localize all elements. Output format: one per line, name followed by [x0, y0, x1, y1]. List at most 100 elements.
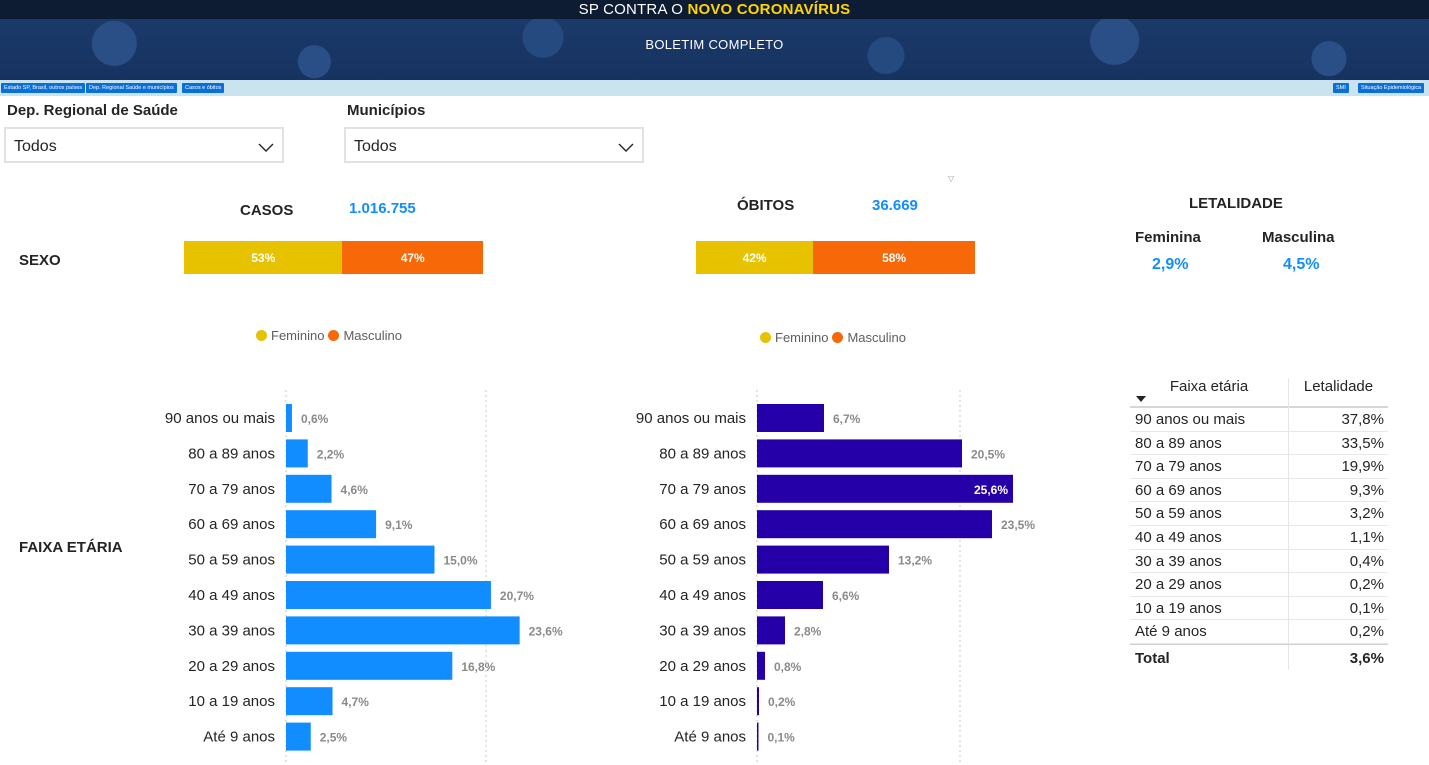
table-header: Faixa etária Letalidade	[1130, 372, 1388, 408]
legend-label-masculino: Masculino	[847, 330, 906, 345]
column-divider	[1288, 573, 1289, 596]
bar[interactable]	[757, 404, 824, 432]
column-divider	[1288, 431, 1289, 455]
bar[interactable]	[757, 474, 1013, 503]
obitos-faixa-etaria-chart: 90 anos ou mais 6,7% 80 a 89 anos 20,5% 70 a…	[636, 390, 1035, 765]
municipios-dropdown[interactable]: Todos	[344, 127, 644, 163]
column-divider	[1288, 525, 1289, 549]
app-title-highlight: NOVO CORONAVÍRUS	[687, 1, 851, 18]
bar[interactable]	[286, 651, 453, 680]
letalidade-cell: 1,1%	[1349, 528, 1384, 546]
column-header-faixa[interactable]: Faixa etária	[1169, 378, 1249, 395]
casos-masculino-segment[interactable]: 47%	[342, 241, 483, 274]
data-label: 2,2%	[317, 447, 345, 461]
data-label: 0,6%	[301, 412, 329, 426]
bar[interactable]	[757, 510, 992, 539]
obitos-label: ÓBITOS	[737, 197, 795, 214]
total-label: Total	[1135, 649, 1170, 667]
casos-feminino-segment[interactable]: 53%	[184, 241, 343, 274]
category-label: 50 a 59 anos	[188, 552, 275, 569]
regional-dropdown[interactable]: Todos	[4, 127, 284, 163]
bar[interactable]	[286, 687, 333, 716]
column-header-letalidade[interactable]: Letalidade	[1288, 378, 1388, 408]
letalidade-feminina-label: Feminina	[1135, 229, 1201, 246]
bar[interactable]	[757, 581, 823, 609]
table-row[interactable]: 60 a 69 anos 9,3%	[1130, 478, 1388, 503]
data-label: 20,5%	[971, 447, 1005, 461]
nav-button-smi[interactable]: SMI	[1333, 83, 1349, 93]
legend-item-masculino[interactable]: Masculino	[832, 330, 906, 345]
title-bar	[0, 0, 1429, 19]
table-row[interactable]: 50 a 59 anos 3,2%	[1130, 502, 1388, 526]
category-label: 20 a 29 anos	[188, 658, 275, 675]
bar[interactable]	[286, 510, 377, 539]
data-label: 0,8%	[774, 660, 802, 674]
bar[interactable]	[286, 581, 491, 609]
faixa-cell: Até 9 anos	[1135, 623, 1207, 641]
letalidade-label: LETALIDADE	[1189, 195, 1283, 212]
table-row[interactable]: 90 anos ou mais 37,8%	[1130, 408, 1388, 432]
bar[interactable]	[286, 404, 292, 432]
category-label: 40 a 49 anos	[659, 587, 746, 604]
casos-sexo-bar: 53% 47%	[184, 241, 483, 274]
casos-sexo-legend: Feminino Masculino	[256, 328, 406, 343]
bar[interactable]	[286, 722, 311, 751]
bar[interactable]	[286, 616, 520, 645]
nav-button-situacao[interactable]: Situação Epidemiológica	[1358, 83, 1425, 93]
obitos-value: 36.669	[872, 197, 918, 214]
obitos-feminino-segment[interactable]: 42%	[696, 241, 814, 274]
table-row[interactable]: 20 a 29 anos 0,2%	[1130, 573, 1388, 597]
nav-button-estado[interactable]: Estado SP, Brasil, outros países	[1, 83, 86, 93]
sexo-row-label: SEXO	[19, 252, 61, 269]
data-label: 2,5%	[320, 731, 348, 745]
legend-item-masculino[interactable]: Masculino	[328, 328, 402, 343]
data-label: 0,1%	[768, 731, 796, 745]
category-label: 90 anos ou mais	[636, 410, 746, 427]
bar[interactable]	[757, 687, 759, 716]
table-row[interactable]: 40 a 49 anos 1,1%	[1130, 525, 1388, 550]
faixa-cell: 60 a 69 anos	[1135, 481, 1222, 499]
column-divider	[1288, 549, 1289, 573]
bar[interactable]	[757, 616, 785, 645]
table-row[interactable]: Até 9 anos 0,2%	[1130, 620, 1388, 644]
faixa-cell: 90 anos ou mais	[1135, 411, 1246, 428]
data-label: 25,6%	[974, 483, 1008, 497]
data-label: 16,8%	[461, 660, 495, 674]
legend-item-feminino[interactable]: Feminino	[256, 328, 324, 343]
bar[interactable]	[286, 439, 308, 468]
municipios-dropdown-value: Todos	[354, 138, 397, 155]
sort-desc-icon[interactable]	[1136, 396, 1146, 402]
bar[interactable]	[757, 651, 765, 680]
table-row[interactable]: 80 a 89 anos 33,5%	[1130, 431, 1388, 456]
table-row[interactable]: 70 a 79 anos 19,9%	[1130, 455, 1388, 479]
category-label: 60 a 69 anos	[188, 516, 275, 533]
table-row[interactable]: 30 a 39 anos 0,4%	[1130, 549, 1388, 574]
letalidade-cell: 0,2%	[1349, 576, 1384, 594]
data-label: 0,2%	[768, 695, 796, 709]
letalidade-cell: 33,5%	[1341, 434, 1384, 452]
bar[interactable]	[757, 722, 759, 751]
faixa-cell: 80 a 89 anos	[1135, 434, 1222, 452]
legend-item-feminino[interactable]: Feminino	[760, 330, 828, 345]
letalidade-cell: 19,9%	[1341, 458, 1384, 476]
data-label: 15,0%	[444, 554, 478, 568]
letalidade-cell: 37,8%	[1341, 411, 1384, 428]
nav-button-casos-obitos[interactable]: Casos e óbitos	[182, 83, 225, 93]
filter-icon[interactable]: ▽	[948, 174, 955, 183]
category-label: 20 a 29 anos	[659, 658, 746, 675]
faixa-cell: 20 a 29 anos	[1135, 576, 1222, 594]
nav-button-regional[interactable]: Dep. Regional Saúde e municípios	[86, 83, 177, 93]
page-subtitle: BOLETIM COMPLETO	[645, 37, 784, 52]
obitos-masculino-segment[interactable]: 58%	[813, 241, 975, 274]
table-row[interactable]: 10 a 19 anos 0,1%	[1130, 596, 1388, 621]
letalidade-table: Faixa etária Letalidade 90 anos ou mais 3…	[1130, 372, 1388, 670]
bar[interactable]	[757, 545, 889, 574]
category-label: 50 a 59 anos	[659, 552, 746, 569]
data-label: 23,6%	[529, 624, 563, 638]
header-banner	[0, 19, 1429, 80]
bar[interactable]	[286, 474, 332, 503]
bar[interactable]	[286, 545, 435, 574]
category-label: Até 9 anos	[203, 729, 275, 746]
bar[interactable]	[757, 439, 962, 468]
app-title-prefix: SP CONTRA O	[578, 1, 684, 18]
